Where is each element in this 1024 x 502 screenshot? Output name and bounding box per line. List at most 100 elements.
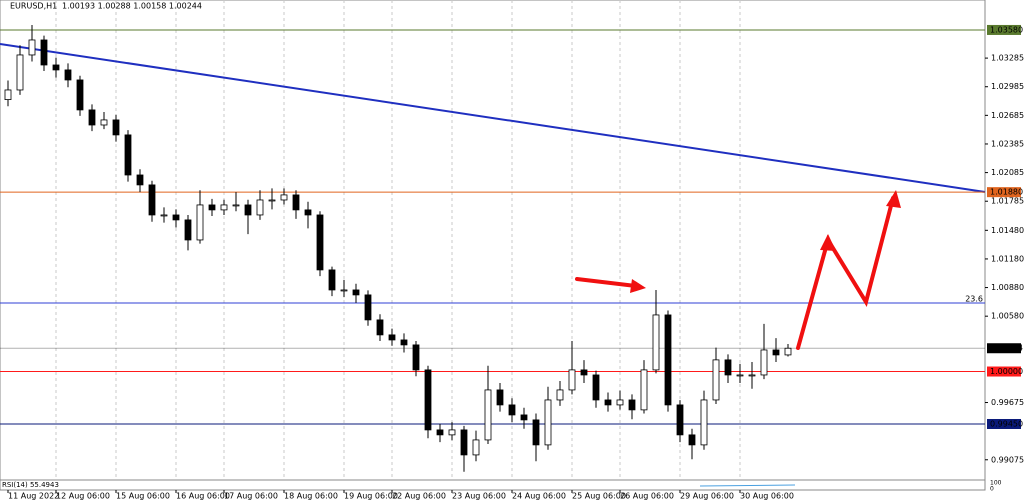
- level-box: [987, 366, 1021, 377]
- level-box: [987, 24, 1021, 35]
- candle-body: [544, 399, 552, 446]
- y-tick-label: 1.02385: [991, 139, 1024, 148]
- candle-body: [292, 194, 300, 211]
- y-tick-label: 1.02085: [991, 168, 1024, 177]
- candle-body: [124, 134, 132, 176]
- candle-body: [664, 314, 672, 406]
- level-label: 1.03580: [990, 25, 1023, 34]
- indicator-pane: [0, 479, 986, 491]
- candle-body: [184, 219, 192, 241]
- candle-body: [484, 389, 492, 441]
- candle-body: [148, 184, 156, 216]
- x-tick-label: 18 Aug 06:00: [284, 492, 338, 501]
- candle-body: [784, 347, 792, 356]
- candle-body: [268, 199, 276, 202]
- x-tick-label: 30 Aug 06:00: [740, 492, 794, 501]
- y-tick-label: 1.02685: [991, 111, 1024, 120]
- candle-body: [172, 214, 180, 221]
- x-tick-label: 29 Aug 06:00: [680, 492, 734, 501]
- x-tick-label: 24 Aug 06:00: [512, 492, 566, 501]
- indicator-tick: 100: [990, 480, 1002, 487]
- candle-body: [604, 399, 612, 406]
- candle-body: [640, 369, 648, 411]
- candle-body: [196, 204, 204, 241]
- candle-body: [136, 174, 144, 186]
- candle-body: [256, 199, 264, 216]
- trendline: [0, 42, 986, 193]
- annotation-arrows: [575, 196, 895, 350]
- candle-body: [496, 389, 504, 406]
- candle-body: [328, 269, 336, 291]
- candle-body: [772, 349, 780, 356]
- y-tick-label: 1.01480: [991, 226, 1024, 235]
- candle-body: [460, 429, 468, 456]
- x-tick-label: 26 Aug 06:00: [620, 492, 674, 501]
- candle-body: [28, 39, 36, 56]
- candle-body: [304, 209, 312, 216]
- candle-body: [208, 204, 216, 211]
- indicator-label: RSI(14) 55.4943: [2, 481, 59, 489]
- x-tick-label: 12 Aug 06:00: [56, 492, 110, 501]
- candle-body: [40, 39, 48, 66]
- candle-body: [52, 64, 60, 71]
- y-tick-label: 0.99675: [991, 398, 1024, 407]
- y-tick-label: 1.01180: [991, 254, 1024, 263]
- candle-body: [364, 294, 372, 321]
- level-box: [987, 343, 1021, 354]
- x-tick-label: 15 Aug 06:00: [116, 492, 170, 501]
- candle-body: [592, 374, 600, 401]
- level-label: 1.00000: [990, 367, 1023, 376]
- candle-body: [448, 429, 456, 436]
- candle-body: [736, 374, 744, 377]
- candle-body: [508, 404, 516, 416]
- ohlc-header: 1.00193 1.00288 1.00158 1.00244: [62, 2, 202, 11]
- x-tick-label: 22 Aug 06:00: [392, 492, 446, 501]
- candle-body: [676, 404, 684, 436]
- level-label: 23.6: [965, 295, 983, 304]
- level-box: [987, 418, 1021, 429]
- y-tick-label: 1.00880: [991, 283, 1024, 292]
- candle-body: [556, 389, 564, 401]
- candle-body: [712, 359, 720, 401]
- candle-body: [472, 439, 480, 456]
- candle-body: [400, 339, 408, 346]
- x-tick-label: 23 Aug 06:00: [452, 492, 506, 501]
- candle-body: [388, 334, 396, 341]
- chart-title: EURUSD,H1: [10, 2, 57, 11]
- y-tick-label: 1.01785: [991, 197, 1024, 206]
- rsi-line: [699, 484, 796, 487]
- candle-body: [724, 359, 732, 376]
- candle-body: [4, 89, 12, 101]
- x-tick-label: 11 Aug 2022: [8, 492, 59, 501]
- candle-body: [376, 319, 384, 336]
- candle-body: [568, 369, 576, 391]
- y-tick-label: 1.03285: [991, 54, 1024, 63]
- level-box: [987, 187, 1021, 198]
- arrow-heads: [630, 190, 901, 293]
- candle-body: [688, 434, 696, 446]
- candle-body: [244, 204, 252, 216]
- candle-body: [412, 344, 420, 371]
- x-tick-label: 19 Aug 06:00: [344, 492, 398, 501]
- x-tick-label: 25 Aug 06:00: [572, 492, 626, 501]
- candle-body: [160, 214, 168, 217]
- candle-body: [652, 314, 660, 371]
- candle-body: [700, 399, 708, 446]
- y-tick-label: 1.00580: [991, 312, 1024, 321]
- candle-body: [100, 119, 108, 126]
- candle-body: [280, 194, 288, 201]
- candle-body: [628, 399, 636, 411]
- candle-body: [220, 204, 228, 211]
- x-tick-label: 16 Aug 06:00: [176, 492, 230, 501]
- candle-body: [112, 119, 120, 136]
- level-label: 1.01880: [990, 188, 1023, 197]
- candle-body: [316, 214, 324, 271]
- candle-body: [76, 79, 84, 111]
- level-label: 0.99450: [990, 419, 1023, 428]
- plot-frame: [0, 0, 986, 481]
- candle-body: [232, 204, 240, 207]
- candle-body: [532, 419, 540, 446]
- candle-body: [436, 429, 444, 436]
- candle-body: [520, 414, 528, 421]
